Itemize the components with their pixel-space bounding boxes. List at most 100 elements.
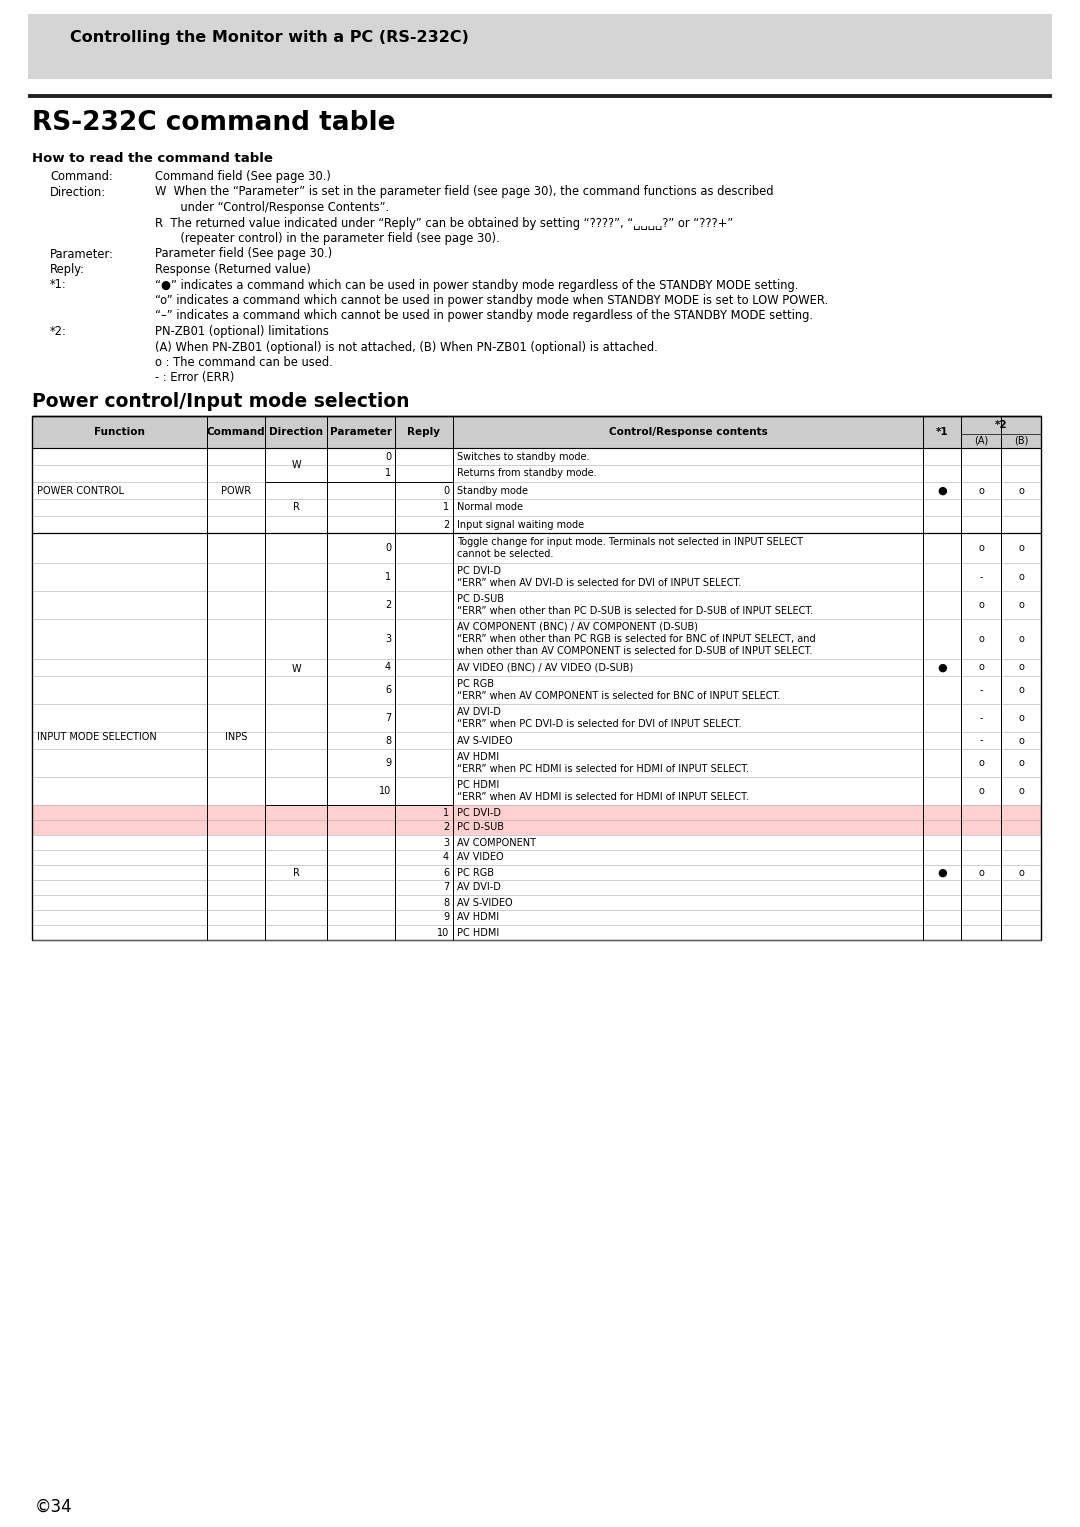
Text: PC RGB
“ERR” when AV COMPONENT is selected for BNC of INPUT SELECT.: PC RGB “ERR” when AV COMPONENT is select… [457,680,780,701]
Text: W: W [292,664,301,673]
Text: o: o [978,634,984,644]
Text: o: o [1018,686,1024,695]
Bar [32,777,1041,805]
Bar [32,910,1041,925]
Bar [32,618,1041,660]
Text: AV COMPONENT (BNC) / AV COMPONENT (D-SUB)
“ERR” when other than PC RGB is select: AV COMPONENT (BNC) / AV COMPONENT (D-SUB… [457,621,815,657]
Text: 4: 4 [384,663,391,672]
Text: o: o [978,544,984,553]
Text: (A) When PN-ZB01 (optional) is not attached, (B) When PN-ZB01 (optional) is atta: (A) When PN-ZB01 (optional) is not attac… [156,341,658,353]
Text: o: o [1018,663,1024,672]
Text: o: o [1018,600,1024,609]
Text: 10: 10 [436,927,449,938]
Text: PC HDMI
“ERR” when AV HDMI is selected for HDMI of INPUT SELECT.: PC HDMI “ERR” when AV HDMI is selected f… [457,780,748,802]
Bar [32,516,1041,533]
Text: PC RGB: PC RGB [457,867,494,878]
Text: 9: 9 [443,913,449,922]
Text: o: o [1018,573,1024,582]
Bar [28,14,1052,79]
Bar [32,533,1041,563]
Text: Returns from standby mode.: Returns from standby mode. [457,469,596,478]
Bar [32,676,1041,704]
Bar [32,820,1041,835]
Bar [32,895,1041,910]
Text: Direction: Direction [269,428,323,437]
Text: Reply:: Reply: [50,263,85,276]
Text: o: o [1018,634,1024,644]
Text: ©34: ©34 [35,1498,72,1516]
Text: o: o [978,663,984,672]
Bar [32,499,1041,516]
Text: *2:: *2: [50,325,67,337]
Bar [32,925,1041,941]
Text: 1: 1 [443,502,449,513]
Text: PC D-SUB: PC D-SUB [457,823,504,832]
Text: ●: ● [937,486,947,495]
Text: 8: 8 [443,898,449,907]
Text: 9: 9 [384,757,391,768]
Text: Response (Returned value): Response (Returned value) [156,263,311,276]
Text: 0: 0 [384,544,391,553]
Text: 2: 2 [443,519,449,530]
Text: o : The command can be used.: o : The command can be used. [156,356,333,370]
Text: Input signal waiting mode: Input signal waiting mode [457,519,584,530]
Text: AV HDMI: AV HDMI [457,913,499,922]
Bar [32,880,1041,895]
Text: R: R [293,502,299,513]
Text: AV VIDEO: AV VIDEO [457,852,503,863]
Text: o: o [1018,757,1024,768]
Text: o: o [978,786,984,796]
Text: 7: 7 [384,713,391,722]
Text: PN-ZB01 (optional) limitations: PN-ZB01 (optional) limitations [156,325,329,337]
Text: Parameter field (See page 30.): Parameter field (See page 30.) [156,247,333,261]
Text: o: o [1018,867,1024,878]
Text: -: - [980,713,983,722]
Text: Direction:: Direction: [50,185,106,199]
Text: Normal mode: Normal mode [457,502,523,513]
Text: o: o [978,867,984,878]
Text: “●” indicates a command which can be used in power standby mode regardless of th: “●” indicates a command which can be use… [156,278,798,292]
Text: Controlling the Monitor with a PC (RS-232C): Controlling the Monitor with a PC (RS-23… [70,31,469,44]
Text: Function: Function [94,428,145,437]
Text: 6: 6 [384,686,391,695]
Text: R  The returned value indicated under “Reply” can be obtained by setting “????”,: R The returned value indicated under “Re… [156,217,733,229]
Text: PC DVI-D: PC DVI-D [457,808,501,817]
Bar [32,563,1041,591]
Bar [32,415,1041,447]
Text: o: o [978,486,984,495]
Text: Command field (See page 30.): Command field (See page 30.) [156,169,330,183]
Text: -: - [980,573,983,582]
Text: *2: *2 [995,420,1008,431]
Text: (repeater control) in the parameter field (see page 30).: (repeater control) in the parameter fiel… [156,232,500,244]
Bar [32,835,1041,851]
Text: AV DVI-D: AV DVI-D [457,883,501,892]
Text: o: o [1018,544,1024,553]
Text: -: - [980,736,983,745]
Text: Power control/Input mode selection: Power control/Input mode selection [32,392,409,411]
Text: 7: 7 [443,883,449,892]
Text: 8: 8 [384,736,391,745]
Text: Control/Response contents: Control/Response contents [609,428,768,437]
Text: Standby mode: Standby mode [457,486,528,495]
Text: *1:: *1: [50,278,67,292]
Text: 6: 6 [443,867,449,878]
Text: o: o [978,600,984,609]
Bar [32,483,1041,499]
Text: Reply: Reply [407,428,441,437]
Text: 0: 0 [384,452,391,461]
Text: POWER CONTROL: POWER CONTROL [37,486,124,495]
Text: - : Error (ERR): - : Error (ERR) [156,371,234,385]
Bar [32,415,1041,941]
Text: 2: 2 [443,823,449,832]
Text: 3: 3 [443,837,449,847]
Text: AV S-VIDEO: AV S-VIDEO [457,736,513,745]
Text: “–” indicates a command which cannot be used in power standby mode regardless of: “–” indicates a command which cannot be … [156,310,813,322]
Text: Toggle change for input mode. Terminals not selected in INPUT SELECT
cannot be s: Toggle change for input mode. Terminals … [457,538,804,559]
Bar [32,750,1041,777]
Bar [32,704,1041,731]
Text: Command:: Command: [50,169,112,183]
Text: PC HDMI: PC HDMI [457,927,499,938]
Text: under “Control/Response Contents”.: under “Control/Response Contents”. [156,202,389,214]
Text: AV HDMI
“ERR” when PC HDMI is selected for HDMI of INPUT SELECT.: AV HDMI “ERR” when PC HDMI is selected f… [457,751,750,774]
Bar [32,731,1041,750]
